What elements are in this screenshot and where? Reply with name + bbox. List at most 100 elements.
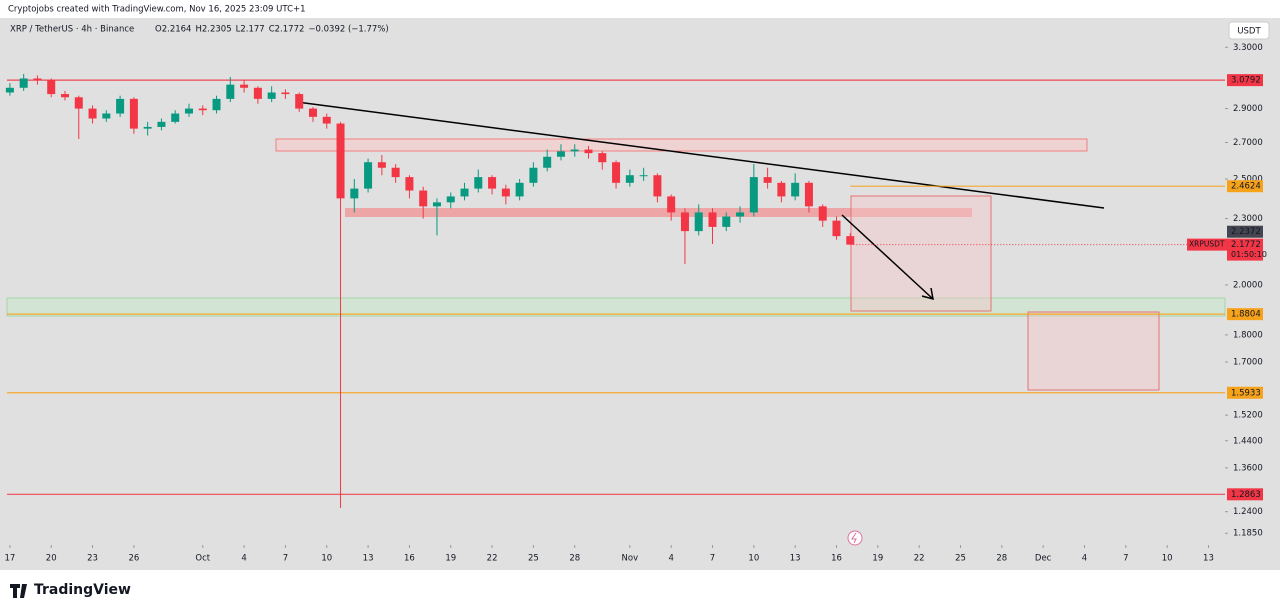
candle-body xyxy=(212,98,221,111)
candle-body xyxy=(102,113,111,119)
resistance-zone xyxy=(275,138,1088,152)
y-tick-label: 1.3600 xyxy=(1233,463,1263,473)
candle-body xyxy=(501,188,510,197)
x-tick-label: 10 xyxy=(1162,554,1173,564)
plot-background xyxy=(0,18,1280,570)
x-tick-label: 13 xyxy=(1203,554,1214,564)
candle-body xyxy=(350,188,359,199)
ohlc-value: 2.1772 xyxy=(275,25,305,35)
candle-body xyxy=(157,121,166,127)
ohlc-legend: O 2.2164 H 2.2305 L 2.177 C 2.1772 −0.0392 (−1.7… xyxy=(155,25,389,35)
candle-body xyxy=(198,108,207,111)
trendline xyxy=(296,101,1105,209)
candle-body xyxy=(460,188,469,197)
x-tick-label: 10 xyxy=(748,554,759,564)
x-tick-label: 26 xyxy=(128,554,139,564)
candle-body xyxy=(143,126,152,129)
last-price-bg xyxy=(1227,238,1263,261)
y-tick-label: 2.5000 xyxy=(1233,175,1263,185)
candle-body xyxy=(804,182,813,207)
target-box xyxy=(1027,311,1160,391)
symbol-label: XRPUSDT xyxy=(1189,240,1225,249)
candle-body xyxy=(19,78,28,88)
currency-button[interactable] xyxy=(1228,21,1270,40)
price-label: 1.2863 xyxy=(1231,490,1261,500)
pivot-zone xyxy=(345,208,972,217)
candle-body xyxy=(818,206,827,221)
candle-body xyxy=(791,182,800,197)
event-icon[interactable] xyxy=(847,530,863,546)
candle-body xyxy=(680,212,689,232)
y-tick-label: 2.7000 xyxy=(1233,138,1263,148)
price-label-bg xyxy=(1227,308,1263,321)
footer xyxy=(0,570,1280,610)
x-tick-label: 28 xyxy=(569,554,580,564)
candle-body xyxy=(639,175,648,177)
y-tick-label: 2.3000 xyxy=(1233,214,1263,224)
candle-body xyxy=(736,212,745,217)
candle-body xyxy=(88,108,97,119)
candle-body xyxy=(33,78,42,81)
price-label-bg xyxy=(1227,74,1263,87)
candle-body xyxy=(377,162,386,168)
candle-body xyxy=(267,92,276,99)
y-tick-label: 1.4400 xyxy=(1233,436,1263,446)
x-tick-label: 10 xyxy=(321,554,332,564)
ohlc-value: 2.177 xyxy=(240,25,264,35)
y-tick-label: 1.1850 xyxy=(1233,529,1263,539)
candle-body xyxy=(846,236,855,245)
price-label: 1.8804 xyxy=(1231,310,1261,320)
price-label-bg xyxy=(1227,180,1263,193)
candle-body xyxy=(694,212,703,232)
candle-body xyxy=(322,116,331,124)
candle-body xyxy=(598,153,607,163)
x-tick-label: 25 xyxy=(955,554,966,564)
candle-body xyxy=(474,177,483,189)
candle-body xyxy=(171,113,180,122)
candle-body xyxy=(529,167,538,183)
candle-body xyxy=(364,162,373,189)
price-label: 2.4624 xyxy=(1231,182,1261,192)
y-tick-label: 2.9000 xyxy=(1233,104,1263,114)
marker-label: 2.2372 xyxy=(1231,227,1261,237)
candle-body xyxy=(129,98,138,129)
x-tick-label: 13 xyxy=(790,554,801,564)
credit: Cryptojobs created with TradingView.com,… xyxy=(8,5,306,15)
candle-body xyxy=(722,216,731,227)
ohlc-key: L xyxy=(236,25,241,35)
ohlc-key: C xyxy=(269,25,275,35)
candle-body xyxy=(336,123,345,199)
candle-body xyxy=(708,212,717,227)
logo: TradingView xyxy=(34,582,131,598)
candle-body xyxy=(556,151,565,157)
y-tick-label: 1.8000 xyxy=(1233,330,1263,340)
currency[interactable]: USDT xyxy=(1237,27,1261,37)
y-tick-label: 1.2400 xyxy=(1233,507,1263,517)
candle-body xyxy=(446,196,455,203)
x-tick-label: 19 xyxy=(445,554,456,564)
candle-body xyxy=(584,149,593,154)
candle-body xyxy=(777,182,786,197)
ohlc-value: 2.2305 xyxy=(202,25,232,35)
last-price: 2.1772 xyxy=(1231,240,1261,250)
candle-body xyxy=(612,162,621,183)
symbol: XRP / TetherUS · 4h · Binance xyxy=(10,25,134,35)
x-tick-label: 19 xyxy=(872,554,883,564)
candle-body xyxy=(488,177,497,189)
x-tick-label: 20 xyxy=(46,554,57,564)
x-tick-label: Oct xyxy=(195,554,210,564)
y-tick-label: 1.7000 xyxy=(1233,358,1263,368)
x-tick-label: 4 xyxy=(241,554,246,564)
candle-body xyxy=(308,108,317,117)
x-tick-label: 16 xyxy=(404,554,415,564)
x-tick-label: 4 xyxy=(1082,554,1087,564)
arrow xyxy=(841,214,934,300)
candle-body xyxy=(47,80,56,95)
candle-body xyxy=(226,84,235,99)
x-tick-label: 16 xyxy=(831,554,842,564)
candle-body xyxy=(543,156,552,168)
candle-body xyxy=(625,175,634,183)
event-icon xyxy=(851,532,857,544)
marker-label-bg xyxy=(1227,225,1263,238)
